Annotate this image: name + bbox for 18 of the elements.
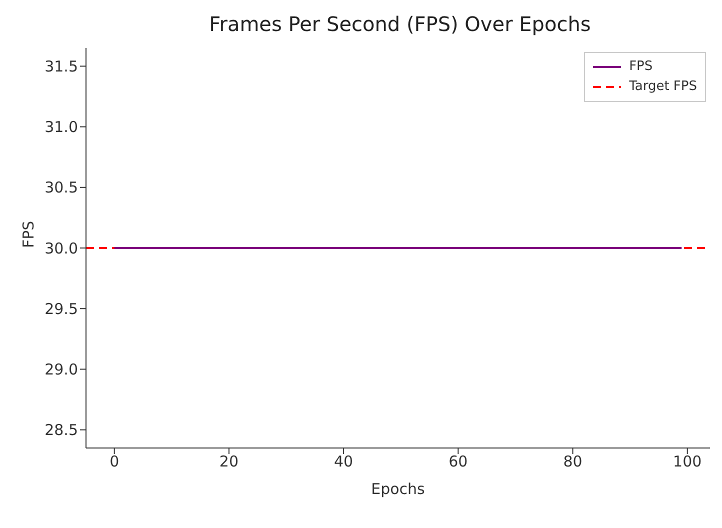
y-tick-label: 31.5 — [44, 58, 78, 76]
x-axis-title: Epochs — [371, 480, 426, 498]
legend-label: Target FPS — [629, 78, 697, 96]
legend-label: FPS — [629, 58, 653, 76]
y-tick-label: 30.5 — [44, 178, 78, 197]
x-tick-label: 20 — [219, 452, 239, 471]
x-tick-label: 80 — [563, 452, 582, 471]
x-tick-label: 40 — [334, 452, 354, 471]
y-tick-label: 29.5 — [44, 300, 78, 318]
y-axis-title: FPS — [19, 220, 38, 248]
x-tick-label: 100 — [673, 452, 702, 471]
x-tick-label: 0 — [110, 452, 120, 471]
y-tick-label: 29.0 — [44, 360, 78, 379]
y-tick-label: 28.5 — [44, 421, 78, 440]
y-tick-label: 30.0 — [44, 239, 78, 258]
x-tick-label: 60 — [448, 452, 468, 471]
chart-title: Frames Per Second (FPS) Over Epochs — [208, 12, 592, 36]
y-tick-label: 31.0 — [44, 118, 78, 136]
